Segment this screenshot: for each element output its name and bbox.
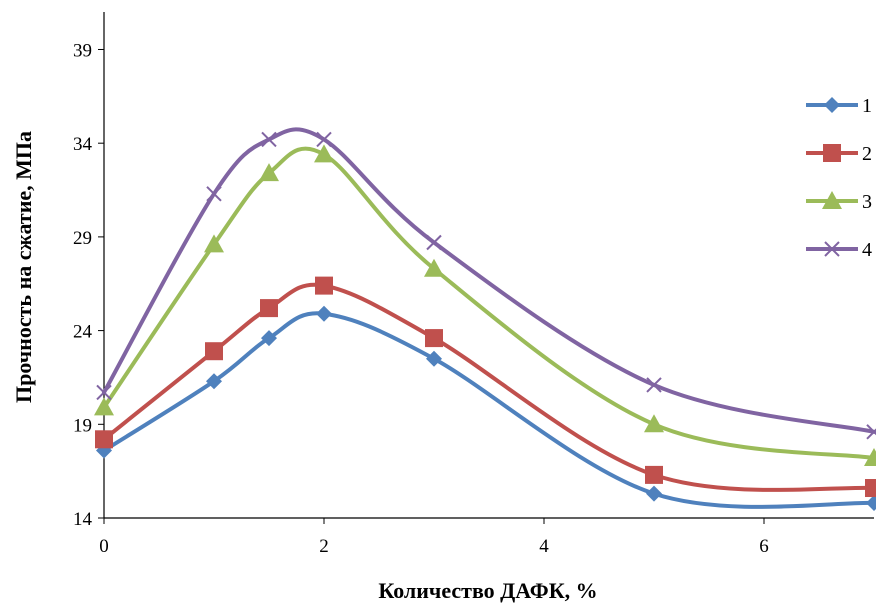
- data-point-4: [316, 131, 332, 148]
- y-axis-ticks: 14 19 24 29 34 39: [73, 40, 104, 530]
- y-tick-label: 14: [73, 509, 93, 530]
- axes: [103, 12, 874, 519]
- x-tick-label: 2: [319, 536, 329, 557]
- series-1: [96, 305, 876, 512]
- series-2: [95, 276, 876, 498]
- data-point-4: [261, 131, 277, 148]
- legend-item-3: 3: [806, 191, 872, 213]
- data-point-4: [426, 234, 442, 251]
- data-point-4: [96, 384, 112, 401]
- data-point-4: [646, 377, 662, 393]
- data-point-4: [866, 424, 876, 440]
- data-point-2: [205, 342, 223, 361]
- x-tick-label: 0: [99, 536, 109, 557]
- y-tick-label: 24: [73, 322, 93, 343]
- cross-stroke: [824, 241, 840, 257]
- cross-stroke: [646, 377, 662, 393]
- data-point-2: [260, 299, 278, 318]
- data-point-3: [259, 163, 279, 182]
- data-point-3: [644, 414, 664, 433]
- x-axis-title: Количество ДАФК, %: [378, 578, 597, 603]
- x-tick-label: 6: [759, 536, 769, 557]
- legend-marker: [823, 144, 841, 162]
- y-tick-label: 19: [73, 415, 92, 436]
- series-4: [96, 127, 876, 440]
- legend-label: 1: [862, 95, 872, 117]
- y-tick-label: 34: [73, 134, 93, 155]
- legend-item-4: 4: [806, 239, 872, 261]
- data-point-3: [864, 448, 876, 467]
- data-point-2: [315, 276, 333, 295]
- y-tick-label: 39: [73, 40, 92, 61]
- data-point-2: [865, 479, 876, 498]
- series-line-3: [102, 146, 876, 461]
- y-tick-label: 29: [73, 228, 92, 249]
- x-tick-label: 4: [539, 536, 549, 557]
- cross-stroke: [261, 131, 277, 148]
- cross-stroke: [206, 186, 222, 202]
- data-point-3: [94, 397, 114, 416]
- data-point-2: [645, 465, 663, 484]
- series-line-4: [102, 127, 876, 434]
- legend-label: 4: [862, 239, 872, 261]
- cross-stroke: [316, 131, 332, 148]
- data-point-3: [314, 144, 334, 163]
- data-point-1: [261, 330, 277, 347]
- data-point-1: [646, 485, 662, 502]
- y-axis-title: Прочность на сжатие, МПа: [11, 131, 36, 403]
- data-point-1: [206, 373, 222, 390]
- legend-label: 2: [862, 143, 872, 165]
- data-point-1: [426, 350, 442, 367]
- x-axis-ticks: 0 2 4 6: [99, 518, 769, 557]
- cross-stroke: [96, 384, 112, 401]
- series-layer: [94, 127, 876, 512]
- series-3: [94, 144, 876, 467]
- legend-marker: [822, 191, 842, 209]
- legend-item-1: 1: [806, 95, 872, 117]
- legend-label: 3: [862, 191, 872, 213]
- legend: 1 2 3 4: [806, 95, 872, 261]
- legend-marker: [824, 97, 840, 113]
- cross-stroke: [426, 234, 442, 251]
- data-point-2: [425, 329, 443, 348]
- data-point-3: [204, 234, 224, 253]
- data-point-4: [206, 186, 222, 202]
- cross-stroke: [866, 428, 876, 440]
- legend-item-2: 2: [806, 143, 872, 165]
- legend-marker: [824, 241, 840, 257]
- data-point-1: [866, 495, 876, 512]
- data-point-3: [424, 258, 444, 277]
- data-point-2: [95, 430, 113, 449]
- data-point-1: [316, 305, 332, 322]
